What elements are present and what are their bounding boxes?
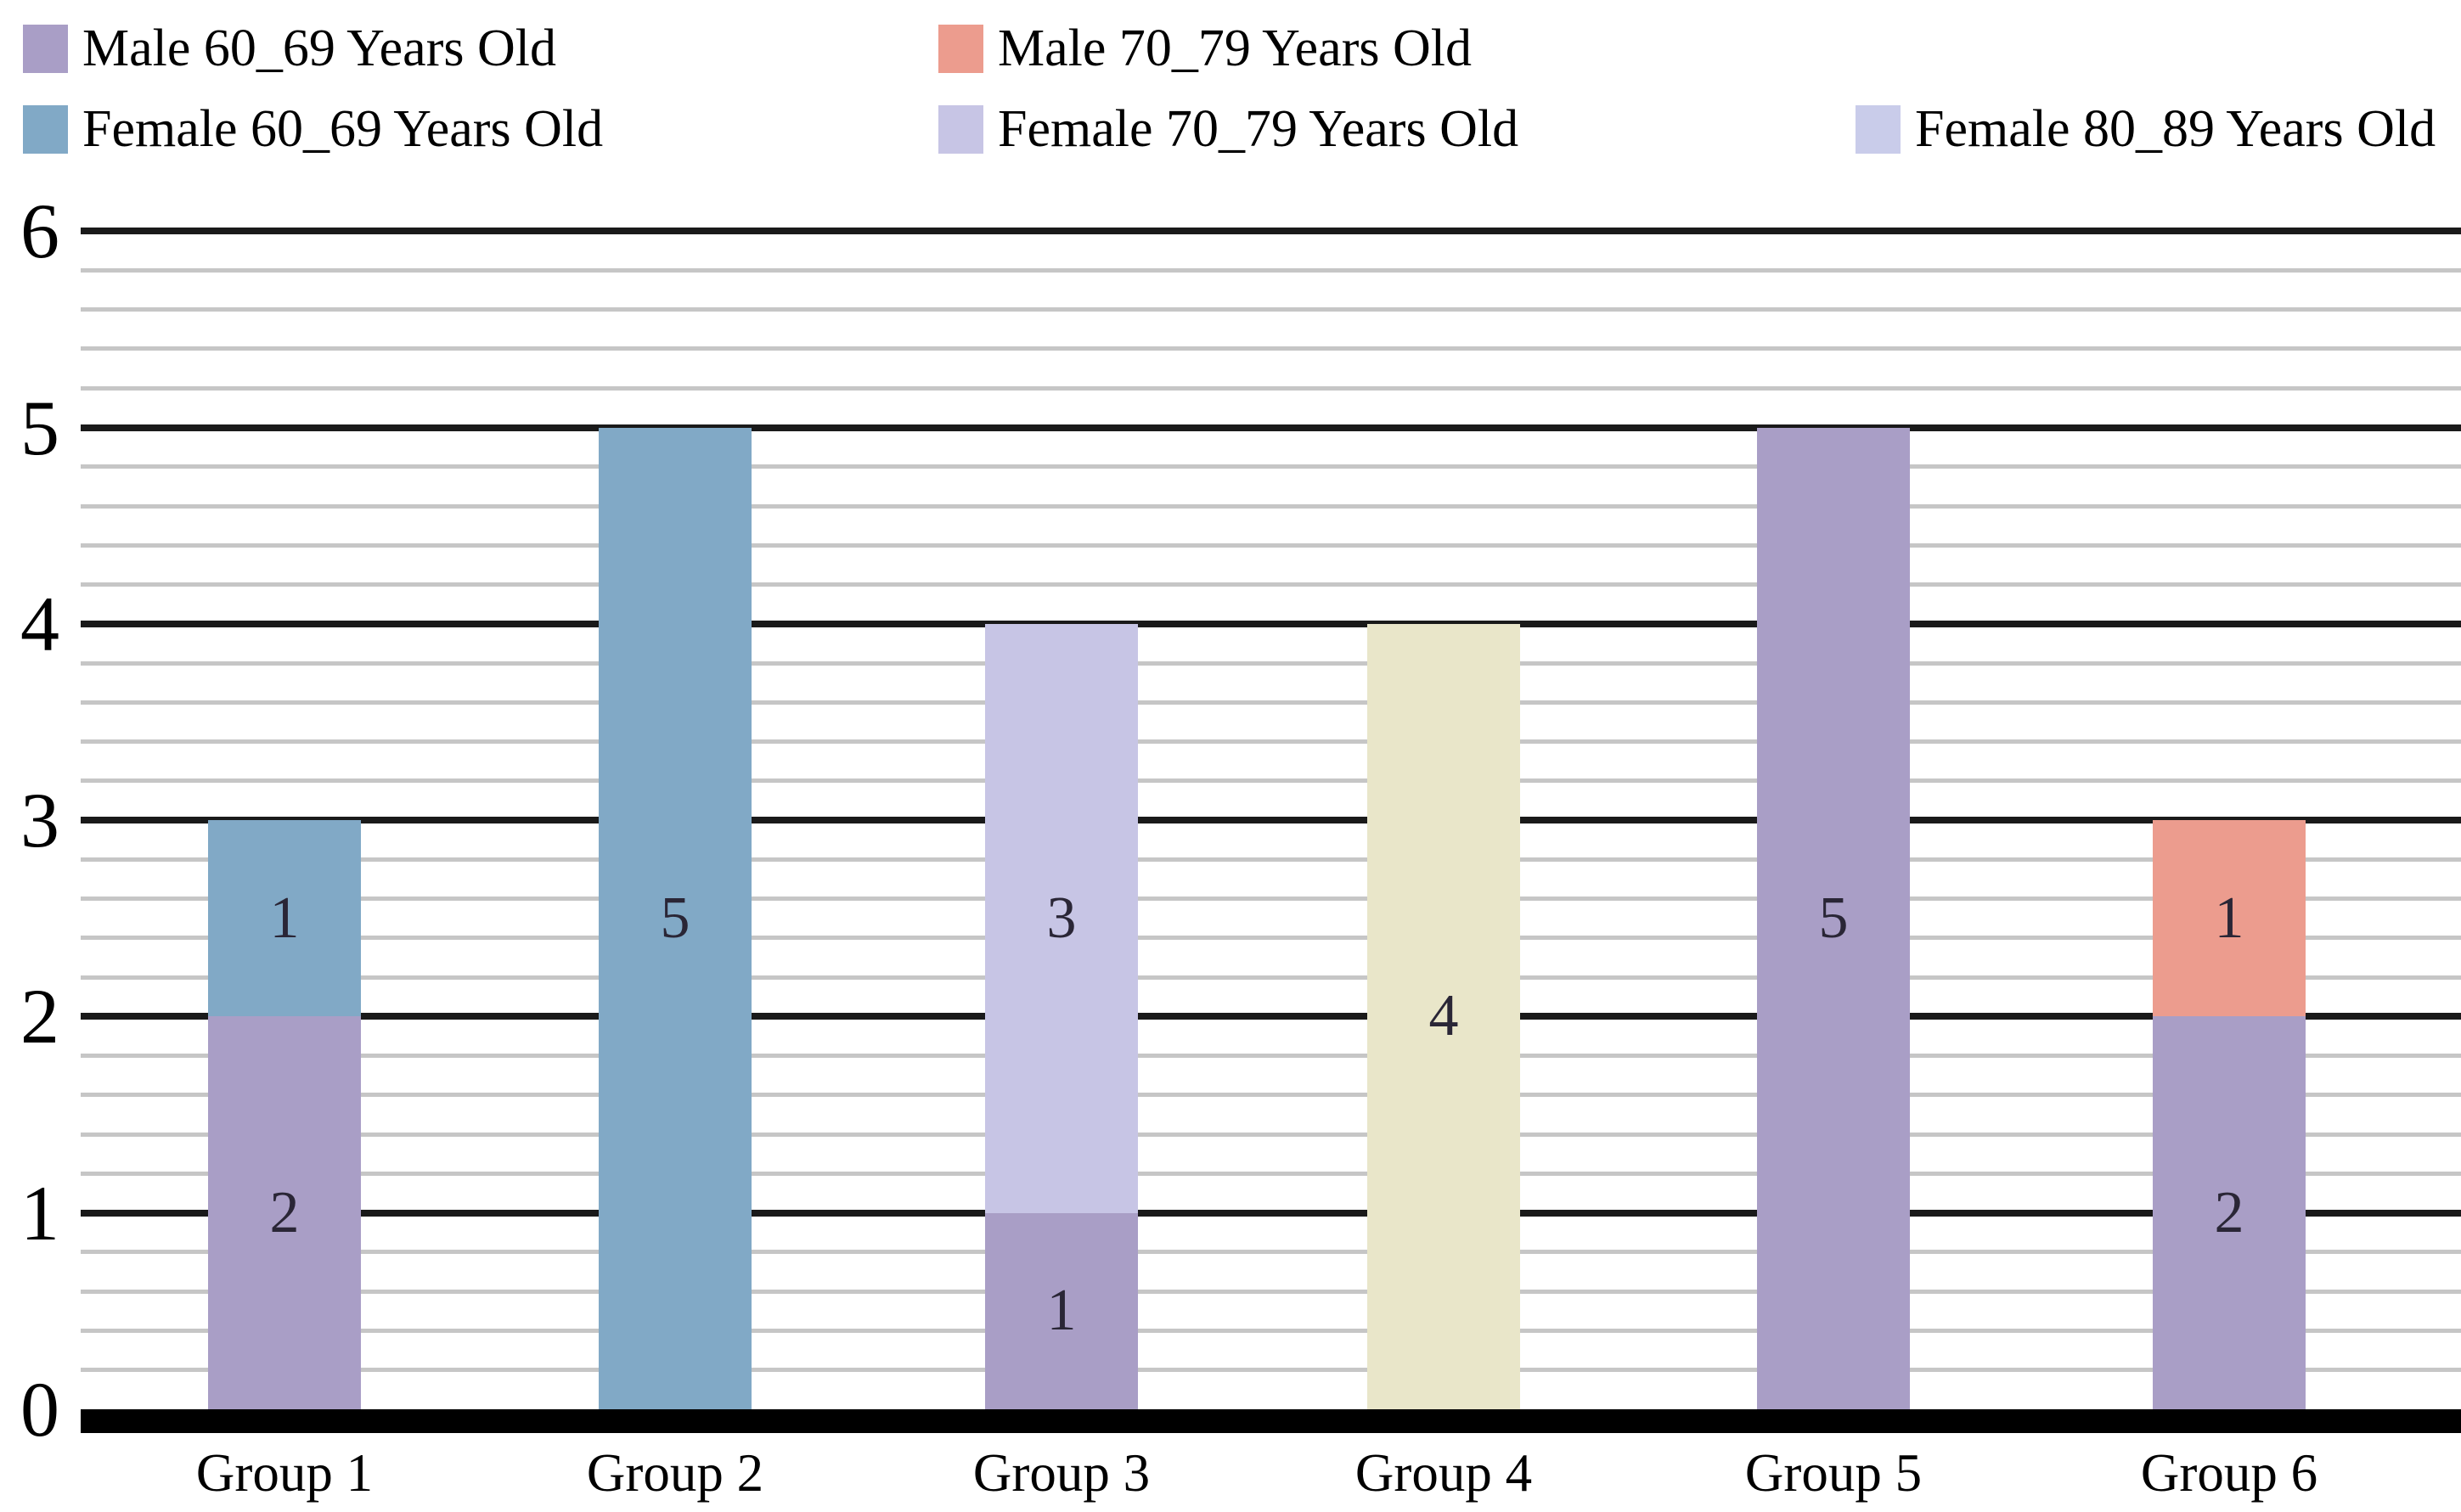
- legend-label: Female 70_79 Years Old: [998, 100, 1519, 158]
- gridline-minor: [81, 1250, 2461, 1255]
- bar-segment: [208, 1016, 361, 1409]
- bar-segment-label: 4: [1428, 983, 1459, 1049]
- gridline-minor: [81, 1132, 2461, 1137]
- gridline-major: [81, 1209, 2461, 1217]
- gridline-major: [81, 817, 2461, 824]
- legend-swatch: [938, 104, 983, 154]
- gridline-minor: [81, 1289, 2461, 1294]
- y-tick-label: 0: [20, 1366, 59, 1453]
- gridline-major: [81, 1013, 2461, 1020]
- bar-segment: [985, 1212, 1138, 1409]
- gridline-minor: [81, 503, 2461, 509]
- bar-segment: [1367, 623, 1520, 1409]
- gridline-minor: [81, 778, 2461, 784]
- x-axis-label: Group 4: [1354, 1443, 1533, 1503]
- gridline-minor: [81, 346, 2461, 351]
- y-tick-label: 2: [20, 973, 59, 1060]
- legend-swatch: [23, 104, 68, 154]
- bar-segment: [1757, 427, 1910, 1409]
- gridline-minor: [81, 660, 2461, 666]
- gridline-minor: [81, 1328, 2461, 1333]
- y-tick-label: 1: [20, 1169, 59, 1256]
- x-axis-label: Group 1: [195, 1443, 374, 1503]
- gridline-minor: [81, 582, 2461, 587]
- gridline-minor: [81, 542, 2461, 548]
- y-tick-label: 4: [20, 580, 59, 667]
- bar-segment-label: 1: [1046, 1278, 1077, 1344]
- legend-label: Female 60_69 Years Old: [82, 100, 604, 158]
- legend-label: Male 70_79 Years Old: [998, 20, 1472, 77]
- gridline-minor: [81, 1093, 2461, 1098]
- bar-segment-label: 5: [660, 885, 690, 951]
- legend-item: Female 70_79 Years Old: [938, 102, 1518, 156]
- legend-item: Female 80_89 Years Old: [1856, 102, 2436, 156]
- gridline-major: [81, 620, 2461, 627]
- gridline-minor: [81, 267, 2461, 273]
- gridline-minor: [81, 464, 2461, 469]
- x-axis-label: Group 6: [2140, 1443, 2318, 1503]
- bar-segment: [2153, 1016, 2306, 1409]
- legend-swatch: [938, 24, 983, 73]
- bar-segment: [2153, 820, 2306, 1017]
- bar-segment: [599, 427, 752, 1409]
- y-tick-label: 3: [20, 777, 59, 864]
- bar-segment: [208, 820, 361, 1017]
- legend-item: Male 60_69 Years Old: [23, 21, 556, 76]
- gridline-minor: [81, 897, 2461, 902]
- x-axis-label: Group 3: [972, 1443, 1151, 1503]
- legend-item: Male 70_79 Years Old: [938, 21, 1472, 76]
- gridline-minor: [81, 385, 2461, 391]
- bar-segment-label: 5: [1818, 885, 1849, 951]
- x-axis-line: [81, 1409, 2461, 1433]
- gridline-minor: [81, 1368, 2461, 1373]
- gridline-major: [81, 228, 2461, 235]
- gridline-minor: [81, 857, 2461, 862]
- gridline-minor: [81, 307, 2461, 312]
- legend-item: Female 60_69 Years Old: [23, 102, 603, 156]
- gridline-major: [81, 424, 2461, 431]
- y-tick-label: 5: [20, 384, 59, 471]
- bar-segment-label: 1: [269, 885, 300, 951]
- bar-segment-label: 1: [2214, 885, 2244, 951]
- legend-label: Female 80_89 Years Old: [1915, 100, 2436, 158]
- legend-label: Male 60_69 Years Old: [82, 20, 556, 77]
- legend-swatch: [1856, 104, 1901, 154]
- gridline-minor: [81, 700, 2461, 705]
- bar-segment-label: 2: [2214, 1179, 2244, 1245]
- bar-segment-label: 2: [269, 1179, 300, 1245]
- legend-swatch: [23, 24, 68, 73]
- bar-segment-label: 3: [1046, 885, 1077, 951]
- gridline-minor: [81, 739, 2461, 745]
- bar-segment: [985, 623, 1138, 1213]
- gridline-minor: [81, 1054, 2461, 1059]
- y-tick-label: 6: [20, 188, 59, 275]
- gridline-minor: [81, 975, 2461, 980]
- gridline-minor: [81, 1171, 2461, 1176]
- x-axis-label: Group 2: [586, 1443, 764, 1503]
- x-axis-label: Group 5: [1744, 1443, 1923, 1503]
- gridline-minor: [81, 936, 2461, 941]
